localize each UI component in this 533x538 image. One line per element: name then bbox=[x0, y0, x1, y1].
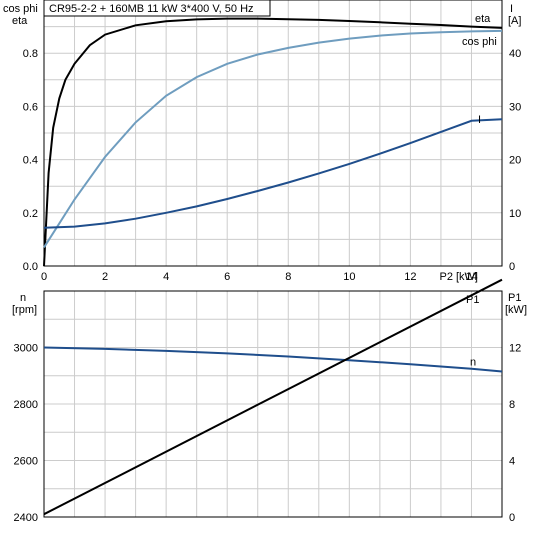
bottom-right-tick-label: 0 bbox=[509, 512, 515, 524]
bottom-tick-labels: 2400 2600 2800 3000 0 4 8 12 bbox=[14, 343, 522, 525]
bottom-panel-speed-power: n [rpm] P1 [kW] 2400 2600 2800 3000 0 4 8 12 n P… bbox=[12, 278, 527, 525]
y-label-rpm: [rpm] bbox=[12, 304, 37, 316]
series-P1-line bbox=[43, 278, 503, 516]
top-grid bbox=[43, 0, 503, 266]
top-x-tick-label: 2 bbox=[102, 271, 108, 283]
series-P1-label: P1 bbox=[466, 294, 479, 306]
y-label-right-unit: [A] bbox=[508, 15, 521, 27]
series-cos-phi-line bbox=[43, 29, 503, 248]
title-box bbox=[43, 0, 271, 17]
top-x-tick-label: 0 bbox=[41, 271, 47, 283]
bottom-left-tick-label: 2600 bbox=[14, 456, 38, 468]
series-I-line bbox=[43, 118, 503, 229]
top-left-tick-label: 0.6 bbox=[23, 101, 38, 113]
chart-title: CR95-2-2 + 160MB 11 kW 3*400 V, 50 Hz bbox=[49, 3, 254, 15]
top-x-tick-label: 6 bbox=[224, 271, 230, 283]
y-label-eta: eta bbox=[12, 15, 28, 27]
top-right-tick-label: 40 bbox=[509, 48, 521, 60]
x-axis-label: P2 [kW] bbox=[439, 271, 478, 283]
series-n-label: n bbox=[470, 357, 476, 369]
series-cos-phi-label: cos phi bbox=[462, 36, 497, 48]
y-label-right-I: I bbox=[510, 3, 513, 15]
y-label-n: n bbox=[20, 292, 26, 304]
top-right-tick-label: 0 bbox=[509, 261, 515, 273]
top-left-tick-label: 0.8 bbox=[23, 48, 38, 60]
top-x-tick-label: 14 bbox=[465, 271, 477, 283]
top-right-tick-label: 10 bbox=[509, 208, 521, 220]
top-right-tick-label: 20 bbox=[509, 155, 521, 167]
top-x-tick-label: 4 bbox=[163, 271, 169, 283]
series-eta-label: eta bbox=[475, 13, 491, 25]
top-left-tick-label: 0.2 bbox=[23, 208, 38, 220]
top-left-tick-label: 0.4 bbox=[23, 155, 38, 167]
top-tick-labels: 0 2 4 6 8 10 12 14 0.0 0.2 0.4 0.6 0.8 0 10 20 30 40 bbox=[23, 48, 522, 283]
top-x-tick-label: 12 bbox=[404, 271, 416, 283]
top-x-tick-label: 10 bbox=[343, 271, 355, 283]
top-plot-frame bbox=[43, 0, 503, 267]
bottom-series: n P1 bbox=[43, 278, 503, 516]
y-label-cosphi: cos phi bbox=[3, 3, 38, 15]
bottom-right-tick-label: 12 bbox=[509, 343, 521, 355]
bottom-left-tick-label: 2800 bbox=[14, 399, 38, 411]
bottom-grid bbox=[43, 291, 503, 517]
bottom-right-tick-label: 8 bbox=[509, 399, 515, 411]
top-series: eta cos phi I bbox=[43, 13, 503, 267]
bottom-plot-frame bbox=[43, 290, 503, 518]
series-eta-line bbox=[43, 17, 503, 267]
y-label-right-P1: P1 bbox=[508, 292, 521, 304]
bottom-left-tick-label: 3000 bbox=[14, 343, 38, 355]
series-n-line bbox=[43, 346, 503, 373]
bottom-right-tick-label: 4 bbox=[509, 456, 515, 468]
bottom-left-tick-label: 2400 bbox=[14, 512, 38, 524]
top-left-tick-label: 0.0 bbox=[23, 261, 38, 273]
top-x-tick-label: 8 bbox=[285, 271, 291, 283]
y-label-right-kW: [kW] bbox=[505, 304, 527, 316]
top-right-tick-label: 30 bbox=[509, 101, 521, 113]
top-panel-efficiency-current: CR95-2-2 + 160MB 11 kW 3*400 V, 50 Hz co… bbox=[3, 0, 521, 283]
series-I-label: I bbox=[478, 114, 481, 126]
